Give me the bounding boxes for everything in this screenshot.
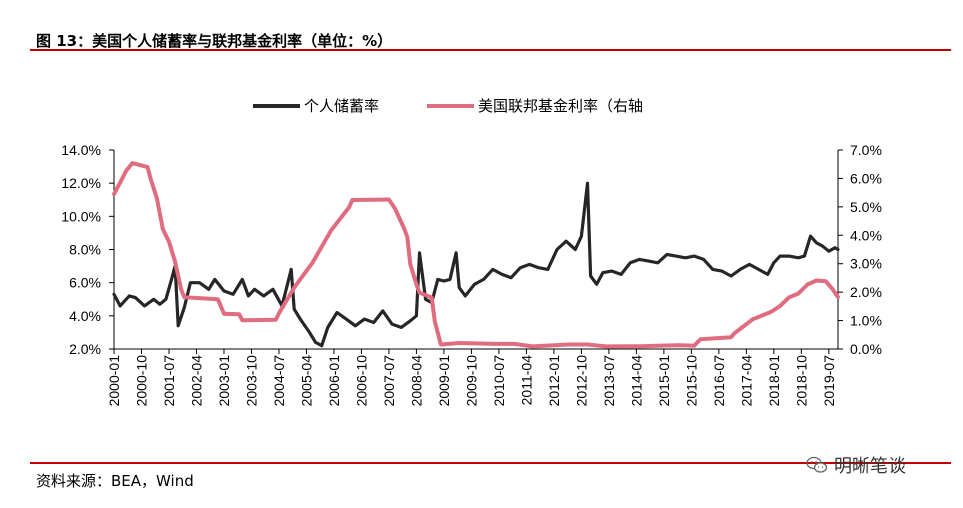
x-tick-label: 2000-10 (133, 355, 149, 407)
x-tick-label: 2009-10 (463, 355, 479, 407)
y-right-tick-label: 7.0% (850, 142, 882, 158)
series-line-saving-rate (112, 181, 840, 348)
brand-watermark: 明晰笔谈 (806, 452, 906, 478)
x-tick-label: 2007-07 (381, 355, 397, 407)
x-tick-label: 2003-10 (243, 355, 259, 407)
y-left-tick-label: 6.0% (69, 275, 101, 291)
x-tick-label: 2006-01 (326, 355, 342, 407)
y-left-tick-label: 2.0% (69, 341, 101, 357)
y-left-tick-label: 14.0% (61, 142, 101, 158)
x-tick-label: 2010-07 (491, 355, 507, 407)
x-tick-label: 2006-10 (353, 355, 369, 407)
y-right-tick-label: 1.0% (850, 313, 882, 329)
y-right-tick-label: 5.0% (850, 199, 882, 215)
x-tick-label: 2003-01 (216, 355, 232, 407)
x-tick-label: 2019-07 (821, 355, 837, 407)
x-tick-label: 2011-04 (518, 355, 534, 406)
wechat-icon (806, 456, 828, 473)
x-tick-label: 2015-01 (656, 355, 672, 407)
y-left-tick-label: 10.0% (61, 208, 101, 224)
x-tick-label: 2012-10 (573, 355, 589, 407)
x-tick-label: 2009-01 (436, 355, 452, 407)
legend: 个人储蓄率 美国联邦基金利率（右轴 (253, 97, 643, 115)
y-right-tick-label: 3.0% (850, 256, 882, 272)
x-tick-label: 2018-01 (766, 355, 782, 407)
x-tick-label: 2001-07 (161, 355, 177, 407)
x-tick-label: 2015-10 (683, 355, 699, 407)
legend-label-saving: 个人储蓄率 (304, 97, 379, 115)
header-rule (30, 49, 951, 51)
brand-name: 明晰笔谈 (834, 456, 906, 477)
x-tick-label: 2004-07 (271, 355, 287, 407)
x-tick-label: 2000-01 (106, 355, 122, 407)
x-tick-label: 2016-07 (711, 355, 727, 407)
legend-label-fed: 美国联邦基金利率（右轴 (478, 97, 643, 115)
chart-title: 图 13：美国个人储蓄率与联邦基金利率（单位：%） (36, 32, 393, 50)
x-tick-label: 2014-04 (628, 355, 644, 407)
y-right-tick-label: 4.0% (850, 227, 882, 243)
x-tick-label: 2002-04 (188, 355, 204, 407)
series-line-fed-funds-rate (112, 161, 840, 349)
source-note: 资料来源：BEA，Wind (36, 472, 194, 490)
y-right-tick-label: 2.0% (850, 284, 882, 300)
y-right-tick-label: 0.0% (850, 341, 882, 357)
x-tick-label: 2005-04 (298, 355, 314, 407)
y-left-tick-label: 12.0% (61, 175, 101, 191)
chart: 个人储蓄率 美国联邦基金利率（右轴 2.0% 4.0% 6.0% 8.0% 10.0% 1… (61, 97, 882, 407)
y-left-tick-label: 8.0% (69, 242, 101, 258)
y-left-tick-label: 4.0% (69, 308, 101, 324)
y-right-tick-label: 6.0% (850, 170, 882, 186)
x-tick-label: 2018-10 (793, 355, 809, 407)
x-tick-label: 2013-07 (601, 355, 617, 407)
x-tick-label: 2017-04 (738, 355, 754, 407)
footer-rule (30, 462, 951, 464)
x-tick-label: 2008-04 (408, 355, 424, 407)
x-tick-label: 2012-01 (546, 355, 562, 407)
